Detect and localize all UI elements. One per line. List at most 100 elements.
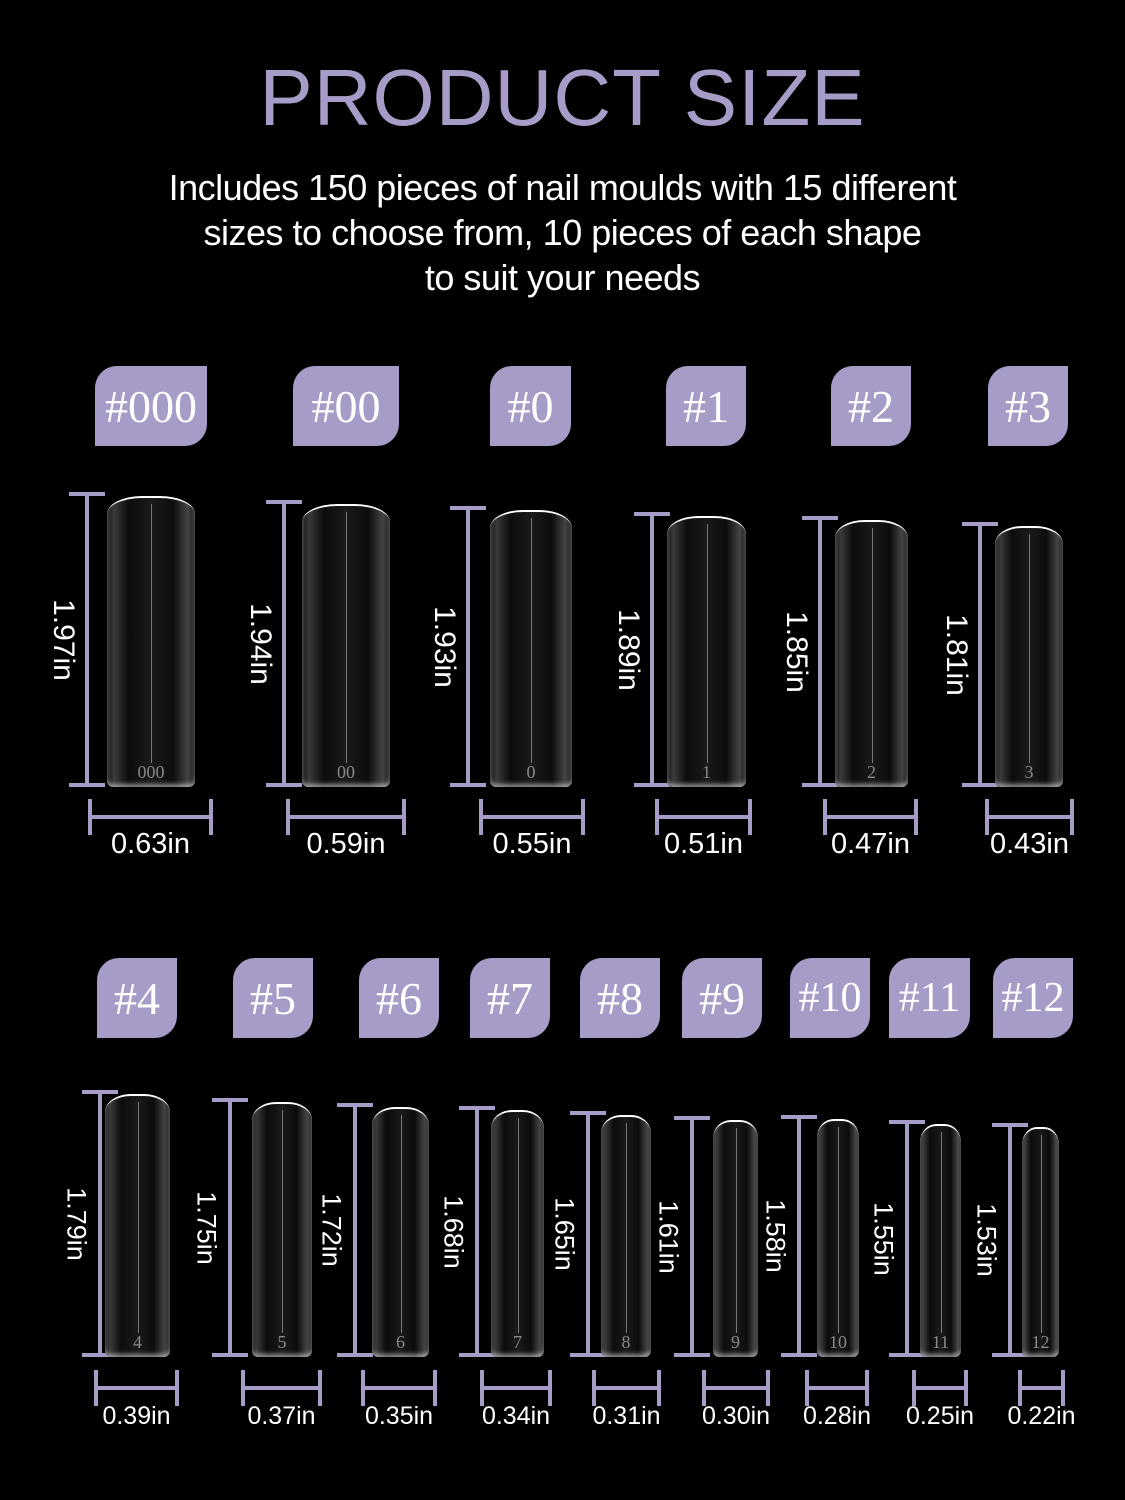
size-tag: #7 — [470, 958, 550, 1038]
nail-size-mark: 12 — [1031, 1332, 1050, 1352]
nail-tip-image: 9 — [713, 1120, 758, 1357]
length-dimension-bar — [962, 522, 998, 787]
length-label: 1.65in — [549, 1197, 580, 1271]
page-title: PRODUCT SIZE — [259, 53, 866, 142]
nail-size-mark: 7 — [513, 1332, 522, 1352]
width-dimension-bar — [88, 799, 213, 835]
width-label: 0.55in — [492, 828, 572, 860]
nail-tip-image: 6 — [372, 1107, 429, 1357]
length-label: 1.61in — [653, 1199, 684, 1274]
width-dimension-bar — [1018, 1370, 1065, 1406]
length-label: 1.93in — [428, 605, 461, 688]
width-dimension-bar — [479, 799, 585, 835]
width-label: 0.59in — [306, 828, 386, 860]
nail-tip-image: 2 — [835, 520, 908, 787]
description: Includes 150 pieces of nail moulds with … — [80, 165, 1045, 300]
length-dimension-bar — [266, 500, 302, 787]
length-label: 1.75in — [191, 1190, 222, 1265]
length-label: 1.53in — [971, 1203, 1002, 1277]
nail-size-mark: 4 — [133, 1332, 142, 1352]
nail-size-mark: 1 — [702, 762, 711, 782]
width-dimension-bar — [655, 799, 752, 835]
nail-center-line — [517, 1118, 519, 1333]
width-dimension-bar — [823, 799, 918, 835]
width-dimension-bar — [702, 1370, 770, 1406]
length-dimension-bar — [889, 1120, 925, 1357]
width-label: 0.31in — [592, 1402, 661, 1430]
size-tag: #10 — [790, 958, 870, 1038]
nail-tip-image: 11 — [920, 1124, 961, 1357]
nail-size-mark: 2 — [867, 762, 876, 782]
width-label: 0.39in — [102, 1402, 171, 1430]
width-label: 0.51in — [663, 828, 744, 860]
size-tag: #0 — [490, 366, 571, 446]
width-dimension-bar — [912, 1370, 968, 1406]
length-dimension-bar — [69, 492, 105, 787]
size-tag: #3 — [988, 366, 1068, 446]
nail-center-line — [346, 512, 347, 763]
size-tag: #11 — [889, 958, 970, 1038]
width-label: 0.43in — [989, 828, 1070, 860]
nail-center-line — [626, 1123, 627, 1333]
size-tag: #000 — [95, 366, 207, 446]
nail-center-line — [282, 1110, 283, 1333]
nail-center-line — [531, 518, 532, 763]
length-label: 1.89in — [612, 608, 645, 691]
nail-size-mark: 8 — [621, 1332, 631, 1352]
nail-size-mark: 9 — [731, 1332, 740, 1352]
size-tag: #00 — [293, 366, 399, 446]
width-dimension-bar — [480, 1370, 552, 1406]
width-dimension-bar — [94, 1370, 179, 1406]
description-line: Includes 150 pieces of nail moulds with … — [168, 167, 957, 208]
nail-tip-image: 7 — [491, 1110, 544, 1357]
size-tag: #2 — [831, 366, 911, 446]
nail-center-line — [871, 528, 873, 763]
size-tag: #8 — [580, 958, 660, 1038]
size-tag: #1 — [666, 366, 746, 446]
length-dimension-bar — [212, 1098, 248, 1357]
nail-size-mark: 00 — [337, 762, 355, 782]
nail-center-line — [940, 1132, 942, 1333]
nail-size-mark: 0 — [526, 762, 536, 782]
length-label: 1.68in — [438, 1194, 469, 1269]
width-dimension-bar — [805, 1370, 869, 1406]
nail-size-mark: 3 — [1024, 762, 1034, 782]
nail-center-line — [735, 1128, 737, 1333]
size-tag: #9 — [682, 958, 762, 1038]
length-dimension-bar — [337, 1103, 373, 1357]
width-label: 0.25in — [905, 1402, 975, 1430]
width-dimension-bar — [286, 799, 406, 835]
width-label: 0.34in — [481, 1402, 551, 1430]
nail-center-line — [1040, 1135, 1042, 1333]
width-label: 0.28in — [802, 1402, 872, 1430]
nail-tip-image: 00 — [302, 504, 390, 787]
width-label: 0.35in — [364, 1402, 434, 1430]
nail-size-mark: 000 — [137, 762, 165, 782]
nail-size-mark: 5 — [277, 1332, 287, 1352]
description-line: sizes to choose from, 10 pieces of each … — [203, 212, 922, 253]
length-dimension-bar — [781, 1115, 817, 1357]
length-dimension-bar — [674, 1116, 710, 1357]
nail-tip-image: 12 — [1022, 1127, 1059, 1357]
length-label: 1.72in — [316, 1193, 347, 1267]
length-label: 1.81in — [940, 613, 973, 696]
length-dimension-bar — [450, 506, 486, 787]
description-line: to suit your needs — [424, 257, 701, 298]
length-label: 1.79in — [61, 1186, 92, 1261]
length-dimension-bar — [82, 1090, 118, 1357]
nail-center-line — [1029, 534, 1030, 763]
nail-center-line — [137, 1102, 139, 1333]
nail-tip-image: 4 — [105, 1094, 170, 1357]
nail-size-mark: 11 — [931, 1332, 950, 1352]
nail-center-line — [838, 1127, 839, 1333]
nail-tip-image: 1 — [667, 516, 746, 787]
size-tag: #6 — [359, 958, 439, 1038]
nail-tip-image: 000 — [107, 496, 195, 787]
nail-tip-image: 8 — [601, 1115, 651, 1357]
nail-tip-image: 3 — [995, 526, 1063, 787]
nail-tip-image: 0 — [490, 510, 572, 787]
size-tag: #12 — [993, 958, 1073, 1038]
length-dimension-bar — [802, 516, 838, 787]
width-label: 0.63in — [110, 828, 191, 860]
